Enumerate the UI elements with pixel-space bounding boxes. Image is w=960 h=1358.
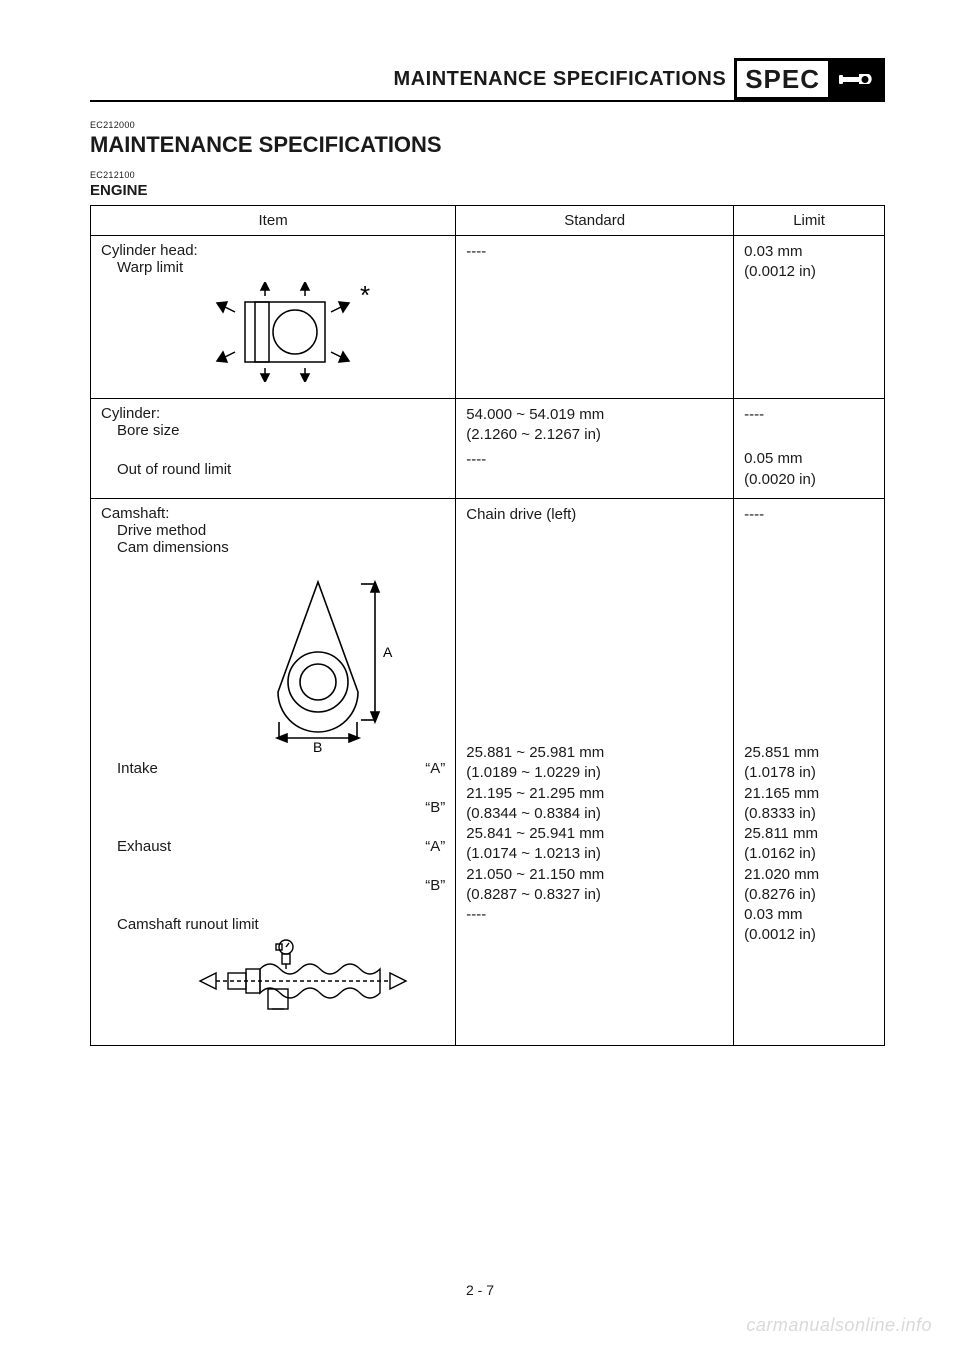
- row-dim: “A”: [405, 760, 445, 777]
- row-std: ----: [466, 906, 486, 923]
- col-item: Item: [91, 206, 456, 236]
- row-std: 25.881 ~ 25.981 mm(1.0189 ~ 1.0229 in): [466, 744, 604, 781]
- row-dim: “A”: [405, 838, 445, 855]
- wrench-icon: [828, 61, 882, 97]
- row-dim: “B”: [405, 877, 445, 894]
- row-limit: 0.03 mm(0.0012 in): [744, 906, 816, 943]
- row-label: Exhaust: [117, 838, 405, 855]
- row-label: Camshaft runout limit: [117, 916, 445, 933]
- row-std: 21.050 ~ 21.150 mm(0.8287 ~ 0.8327 in): [466, 866, 604, 903]
- subsection-code: EC212100: [90, 170, 885, 180]
- group-head: Cylinder head:: [101, 242, 445, 259]
- header-badge: SPEC: [734, 58, 885, 100]
- page-number: 2 - 7: [0, 1282, 960, 1298]
- row-label: Intake: [117, 760, 405, 777]
- cam-label-a: A: [383, 644, 393, 660]
- row-std: Chain drive (left): [466, 506, 576, 523]
- row-limit: 25.851 mm(1.0178 in): [744, 744, 819, 781]
- row-std: 54.000 ~ 54.019 mm(2.1260 ~ 2.1267 in): [466, 406, 604, 443]
- spec-table: Item Standard Limit Cylinder head: Warp …: [90, 205, 885, 1046]
- group-head: Cylinder:: [101, 405, 445, 422]
- row-limit: 0.05 mm(0.0020 in): [744, 450, 816, 487]
- row-limit: 21.020 mm(0.8276 in): [744, 866, 819, 903]
- row-std: ----: [466, 451, 486, 468]
- header-row: MAINTENANCE SPECIFICATIONS SPEC: [90, 60, 885, 102]
- row-std: 25.841 ~ 25.941 mm(1.0174 ~ 1.0213 in): [466, 825, 604, 862]
- row-limit: ----: [744, 406, 764, 423]
- row-label: Bore size: [117, 422, 445, 439]
- row-std: 21.195 ~ 21.295 mm(0.8344 ~ 0.8384 in): [466, 785, 604, 822]
- table-row: Cylinder head: Warp limit: [91, 236, 885, 399]
- section-code: EC212000: [90, 120, 885, 130]
- asterisk: *: [360, 282, 370, 310]
- row-limit: 25.811 mm(1.0162 in): [744, 825, 818, 862]
- figure-cam: A B: [101, 562, 445, 756]
- row-limit: 21.165 mm(0.8333 in): [744, 785, 819, 822]
- header-badge-text: SPEC: [737, 64, 828, 95]
- watermark: carmanualsonline.info: [746, 1315, 932, 1336]
- group-head: Camshaft:: [101, 505, 445, 522]
- cam-label-b: B: [313, 739, 322, 752]
- row-label: Out of round limit: [117, 461, 445, 478]
- row-limit: 0.03 mm(0.0012 in): [744, 243, 816, 280]
- row-label: Cam dimensions: [117, 539, 445, 556]
- figure-warp: *: [101, 282, 445, 386]
- col-limit: Limit: [734, 206, 885, 236]
- header-title: MAINTENANCE SPECIFICATIONS: [394, 68, 727, 91]
- subsection-title: ENGINE: [90, 182, 885, 199]
- row-label: Drive method: [117, 522, 445, 539]
- figure-runout: [101, 939, 445, 1033]
- section-title: MAINTENANCE SPECIFICATIONS: [90, 132, 885, 158]
- row-limit: ----: [744, 506, 764, 523]
- table-row: Camshaft: Drive method Cam dimensions: [91, 498, 885, 1045]
- row-dim: “B”: [405, 799, 445, 816]
- col-standard: Standard: [456, 206, 734, 236]
- row-std: ----: [466, 243, 486, 260]
- table-row: Cylinder: Bore size Out of round limit 5…: [91, 399, 885, 499]
- row-label: Warp limit: [117, 259, 445, 276]
